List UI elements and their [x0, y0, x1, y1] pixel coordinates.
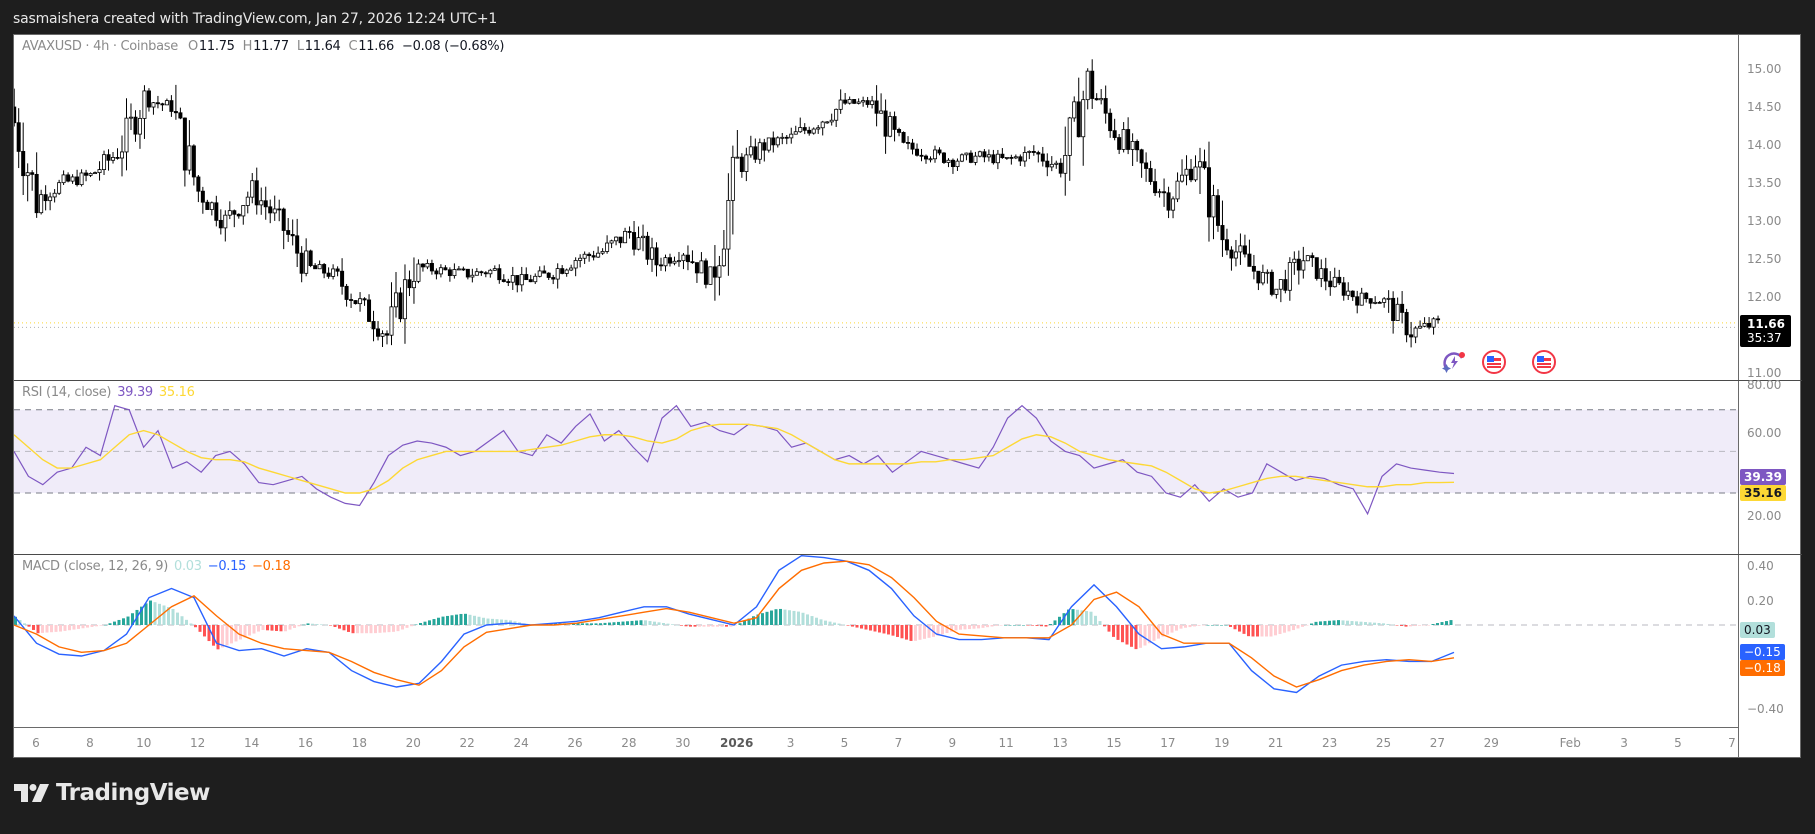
- macd-legend: MACD (close, 12, 26, 9) 0.03 −0.15 −0.18: [22, 559, 296, 574]
- price-axis[interactable]: 15.00 14.50 14.00 13.50 13.00 12.50 12.0…: [1738, 35, 1802, 380]
- macd-axis[interactable]: 0.40 0.20 −0.40 0.03 −0.15 −0.18: [1738, 555, 1802, 727]
- rsi-tick: 20.00: [1747, 509, 1782, 523]
- macd-value: −0.15: [207, 559, 247, 574]
- time-tick: 2026: [719, 736, 754, 750]
- time-tick: 17: [1160, 736, 1176, 750]
- time-tick: 26: [567, 736, 583, 750]
- price-tick: 14.00: [1747, 138, 1782, 152]
- time-tick: 27: [1429, 736, 1446, 750]
- time-tick: 21: [1268, 736, 1284, 750]
- symbol-title[interactable]: AVAXUSD · 4h · Coinbase: [22, 39, 178, 54]
- pane-separator[interactable]: [14, 380, 1802, 381]
- macd-tick: −0.40: [1747, 702, 1784, 716]
- macd-tick: 0.20: [1747, 594, 1774, 608]
- high-value: 11.77: [253, 39, 289, 54]
- open-value: 11.75: [198, 39, 235, 54]
- time-axis[interactable]: 6 8 10 12 14 16 18 20 22 24 26 28 30 2026 3 5 7 9 11 13 15 17…: [14, 727, 1738, 758]
- tradingview-logo[interactable]: TradingView: [14, 780, 210, 806]
- price-tick: 12.50: [1747, 252, 1782, 266]
- attribution-header: sasmaishera created with TradingView.com…: [13, 11, 498, 27]
- tradingview-brand: TradingView: [56, 780, 210, 806]
- price-tick: 15.00: [1747, 62, 1782, 76]
- price-tick: 13.00: [1747, 214, 1782, 228]
- candlestick-series: [14, 59, 1738, 348]
- price-pane[interactable]: AVAXUSD · 4h · Coinbase O11.75 H11.77 L11.6…: [14, 35, 1738, 380]
- price-tick: 14.50: [1747, 100, 1782, 114]
- time-tick: 7: [894, 736, 903, 750]
- time-tick: 8: [86, 736, 94, 750]
- time-tick: 15: [1106, 736, 1122, 750]
- last-price-badge: 11.66 35:37: [1740, 315, 1791, 347]
- price-tick: 12.00: [1747, 290, 1782, 304]
- price-tick: 11.00: [1747, 366, 1782, 380]
- rsi-title[interactable]: RSI (14, close): [22, 385, 112, 400]
- macd-signal-value: −0.18: [252, 559, 291, 574]
- close-value: 11.66: [358, 39, 395, 54]
- time-tick: 18: [351, 736, 368, 750]
- change-value: −0.08 (−0.68%): [402, 39, 505, 54]
- time-tick: 7: [1728, 736, 1736, 750]
- time-tick: 3: [786, 736, 795, 750]
- time-tick: 23: [1321, 736, 1338, 750]
- rsi-tick: 60.00: [1747, 426, 1782, 440]
- us-flag-event-icon[interactable]: [1532, 350, 1556, 374]
- macd-lines: [14, 555, 1738, 694]
- rsi-value: 39.39: [117, 385, 153, 400]
- time-tick: 24: [513, 736, 529, 750]
- time-tick: 25: [1375, 736, 1392, 750]
- time-tick: Feb: [1559, 736, 1581, 750]
- price-tick: 13.50: [1747, 176, 1782, 190]
- time-tick: 29: [1483, 736, 1499, 750]
- time-tick: 5: [1674, 736, 1682, 750]
- macd-pane[interactable]: MACD (close, 12, 26, 9) 0.03 −0.15 −0.18: [14, 555, 1738, 727]
- macd-histogram-value: 0.03: [173, 559, 202, 574]
- rsi-legend: RSI (14, close) 39.39 35.16: [22, 385, 201, 400]
- rsi-axis[interactable]: 80.00 60.00 20.00 39.39 35.16: [1738, 378, 1802, 554]
- rsi-lines: [14, 404, 1738, 516]
- rsi-ma-badge: 35.16: [1740, 485, 1786, 501]
- rsi-value-badge: 39.39: [1740, 469, 1786, 485]
- bar-countdown: 35:37: [1747, 331, 1782, 345]
- earnings-flash-icon[interactable]: [1442, 350, 1466, 374]
- macd-signal-badge: −0.18: [1740, 660, 1785, 676]
- macd-value-badge: −0.15: [1740, 644, 1785, 660]
- low-value: 11.64: [304, 39, 341, 54]
- time-tick: 5: [840, 736, 849, 750]
- chart-frame: AVAXUSD · 4h · Coinbase O11.75 H11.77 L11.6…: [13, 34, 1802, 758]
- time-tick: 28: [621, 736, 637, 750]
- time-tick: 11: [998, 736, 1014, 750]
- macd-title[interactable]: MACD (close, 12, 26, 9): [22, 559, 168, 574]
- rsi-tick: 80.00: [1747, 378, 1782, 392]
- us-flag-event-icon[interactable]: [1482, 350, 1506, 374]
- time-tick: 10: [136, 736, 152, 750]
- time-tick: 12: [190, 736, 206, 750]
- rsi-pane[interactable]: RSI (14, close) 39.39 35.16: [14, 381, 1738, 554]
- time-tick: 16: [297, 736, 314, 750]
- time-tick: 30: [675, 736, 691, 750]
- time-tick: 13: [1052, 736, 1068, 750]
- axis-corner-divider: [1738, 727, 1739, 757]
- macd-histogram-badge: 0.03: [1740, 622, 1775, 638]
- time-tick: 19: [1214, 736, 1230, 750]
- tradingview-logo-icon: [14, 784, 49, 802]
- time-tick: 14: [243, 736, 260, 750]
- pane-separator[interactable]: [14, 554, 1802, 555]
- time-tick: 20: [405, 736, 421, 750]
- macd-tick: 0.40: [1747, 559, 1774, 573]
- time-tick: 9: [948, 736, 957, 750]
- symbol-legend: AVAXUSD · 4h · Coinbase O11.75 H11.77 L11.6…: [22, 39, 505, 54]
- time-tick: 6: [32, 736, 40, 750]
- rsi-ma-value: 35.16: [158, 385, 195, 400]
- time-tick: 22: [459, 736, 475, 750]
- time-tick: 3: [1620, 736, 1628, 750]
